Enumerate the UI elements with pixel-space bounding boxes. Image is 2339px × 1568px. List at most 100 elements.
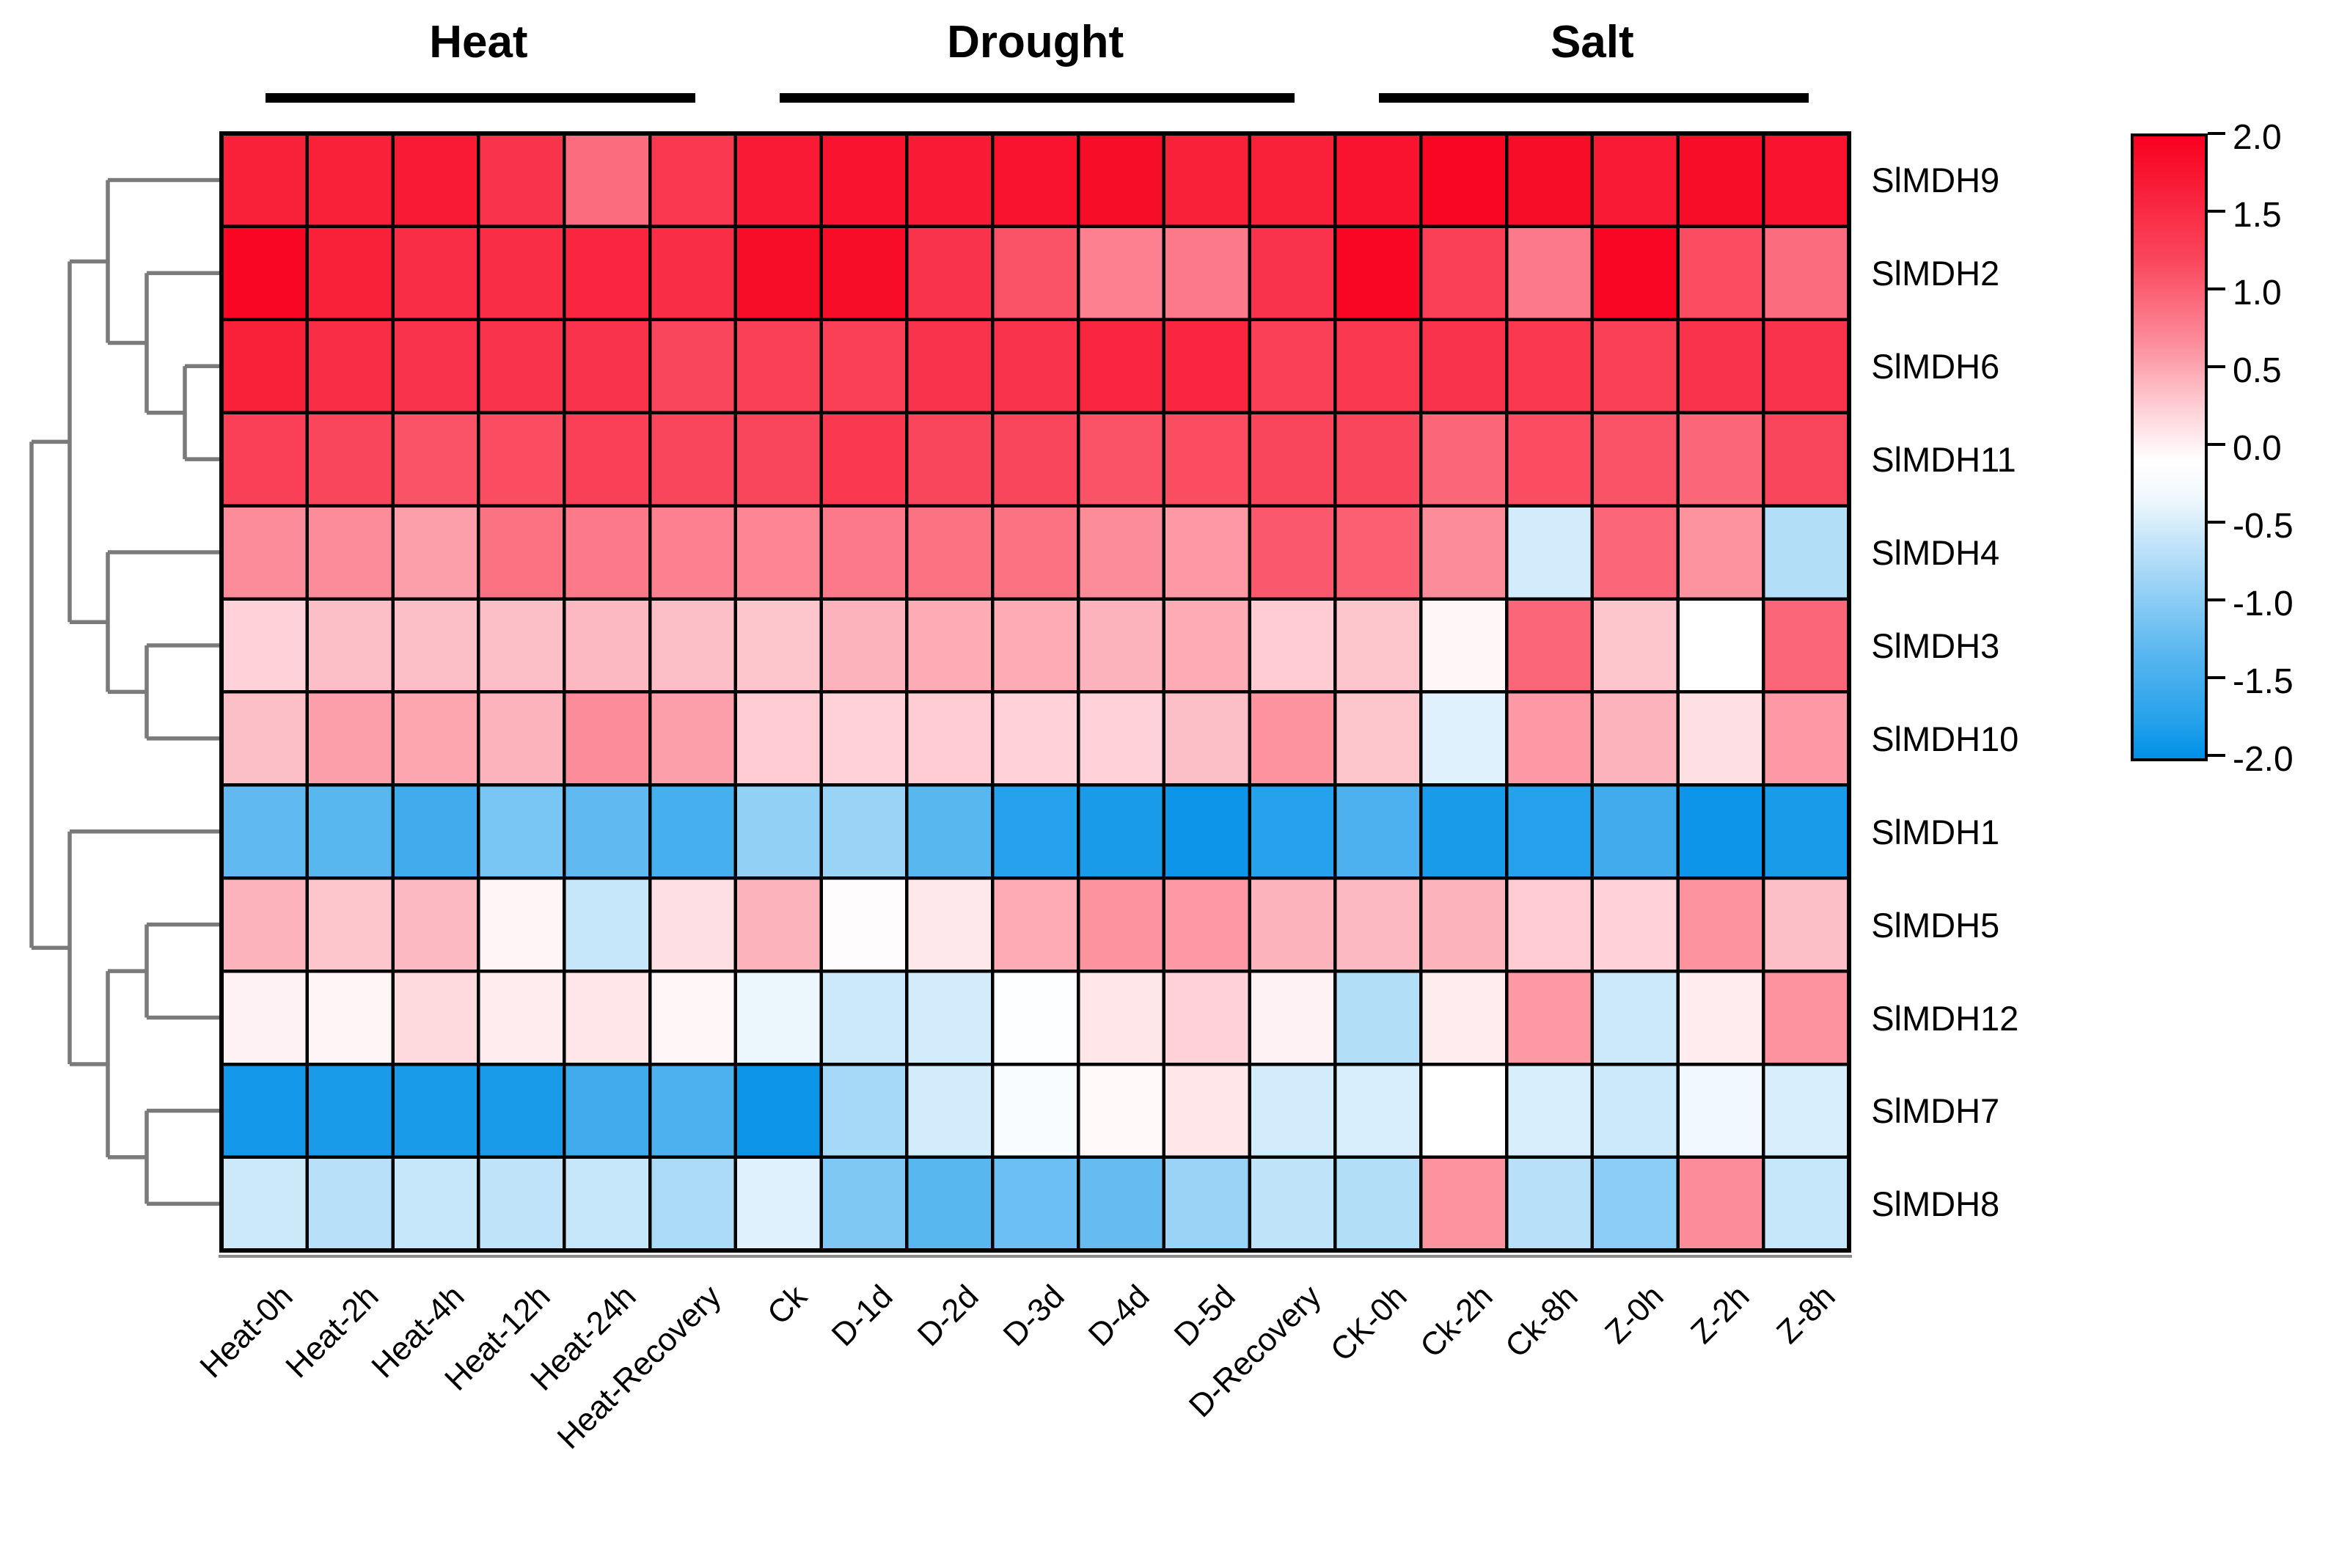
group-header-salt: Salt — [1550, 17, 1634, 67]
heatmap-cell: SlMDH11 / Ck: 1.45 — [733, 411, 823, 508]
heatmap-cell: SlMDH12 / Heat-2h: 0.08 — [305, 969, 395, 1066]
heatmap-cell: SlMDH1 / CK-0h: -1.4 — [1333, 783, 1423, 880]
group-underline — [1379, 93, 1809, 103]
heatmap-cell: SlMDH4 / D-3d: 1.1 — [990, 504, 1080, 601]
heatmap-cell: SlMDH3 / Z-8h: 1.2 — [1762, 597, 1851, 694]
heatmap-cell: SlMDH4 / Heat-Recovery: 1 — [648, 504, 738, 601]
heatmap-cell: SlMDH7 / D-1d: -0.7 — [819, 1062, 909, 1159]
heatmap-cell: SlMDH3 / D-5d: 0.65 — [1162, 597, 1251, 694]
heatmap-cell: SlMDH1 / Z-8h: -1.8 — [1762, 783, 1851, 880]
heatmap-cell: SlMDH6 / Heat-24h: 1.6 — [562, 318, 652, 414]
heatmap-cell: SlMDH10 / D-1d: 0.35 — [819, 690, 909, 787]
heatmap-cell: SlMDH11 / D-2d: 1.45 — [905, 411, 995, 508]
heatmap-cell: SlMDH8 / Heat-4h: -0.45 — [391, 1155, 480, 1253]
colorbar-tick — [2208, 521, 2225, 524]
colorbar-tick — [2208, 443, 2225, 446]
heatmap-cell: SlMDH3 / Z-2h: 0 — [1676, 597, 1765, 694]
heatmap-cell: SlMDH2 / Heat-12h: 1.65 — [477, 224, 566, 322]
heatmap-cell: SlMDH8 / Heat-24h: -0.45 — [562, 1155, 652, 1253]
heatmap-cell: SlMDH2 / Heat-4h: 1.65 — [391, 224, 480, 322]
heatmap-cell: SlMDH7 / Ck: -1.9 — [733, 1062, 823, 1159]
heatmap-cell: SlMDH12 / D-1d: -0.4 — [819, 969, 909, 1066]
heatmap-cell: SlMDH9 / D-1d: 1.85 — [819, 131, 909, 229]
heatmap-cell: SlMDH1 / D-4d: -1.8 — [1076, 783, 1166, 880]
heatmap-cell: SlMDH4 / Heat-2h: 0.9 — [305, 504, 395, 601]
heatmap-cell: SlMDH6 / Z-0h: 1.5 — [1590, 318, 1680, 414]
heatmap-cell: SlMDH12 / Ck-8h: 0.8 — [1504, 969, 1595, 1066]
heatmap-cell: SlMDH4 / Heat-0h: 0.9 — [219, 504, 310, 601]
heatmap-cell: SlMDH8 / Heat-0h: -0.4 — [219, 1155, 310, 1253]
heatmap-cell: SlMDH8 / Z-0h: -0.9 — [1590, 1155, 1680, 1253]
heatmap-cell: SlMDH7 / Heat-2h: -1.8 — [305, 1062, 395, 1159]
heatmap-cell: SlMDH6 / Heat-Recovery: 1.45 — [648, 318, 738, 414]
heatmap-cell: SlMDH1 / D-Recovery: -1.7 — [1248, 783, 1337, 880]
row-label: SlMDH9 — [1871, 161, 2000, 200]
row-label: SlMDH4 — [1871, 533, 2000, 573]
heatmap-cell: SlMDH12 / D-5d: 0.35 — [1162, 969, 1251, 1066]
heatmap-cell: SlMDH10 / Ck-8h: 0.8 — [1504, 690, 1595, 787]
heatmap-cell: SlMDH3 / Heat-0h: 0.35 — [219, 597, 310, 694]
colorbar-tick-label: -1.0 — [2233, 585, 2294, 623]
heatmap-cell: SlMDH6 / Z-8h: 1.6 — [1762, 318, 1851, 414]
heatmap-cell: SlMDH9 / D-5d: 1.75 — [1162, 131, 1251, 229]
heatmap-cell: SlMDH9 / CK-0h: 1.85 — [1333, 131, 1423, 229]
heatmap-cell: SlMDH4 / D-2d: 1.1 — [905, 504, 995, 601]
heatmap-cell: SlMDH9 / D-2d: 1.8 — [905, 131, 995, 229]
row-label: SlMDH8 — [1871, 1184, 2000, 1224]
colorbar — [2131, 133, 2208, 761]
heatmap-cell: SlMDH11 / Heat-0h: 1.5 — [219, 411, 310, 508]
colorbar-tick — [2208, 287, 2225, 290]
heatmap-cell: SlMDH1 / D-2d: -1.3 — [905, 783, 995, 880]
colorbar-tick-label: 1.0 — [2233, 274, 2282, 312]
heatmap-cell: SlMDH11 / Heat-Recovery: 1.45 — [648, 411, 738, 508]
heatmap-cell: SlMDH12 / Heat-0h: 0.1 — [219, 969, 310, 1066]
heatmap-cell: SlMDH1 / Heat-12h: -1.05 — [477, 783, 566, 880]
heatmap-cell: SlMDH1 / Z-0h: -1.5 — [1590, 783, 1680, 880]
heatmap-cell: SlMDH12 / CK-0h: -0.6 — [1333, 969, 1423, 1066]
heatmap-cell: SlMDH5 / Ck-2h: 0.6 — [1419, 876, 1509, 973]
heatmap-cell: SlMDH10 / D-Recovery: 0.85 — [1248, 690, 1337, 787]
heatmap-cell: SlMDH4 / Ck: 0.95 — [733, 504, 823, 601]
heatmap-cell: SlMDH8 / D-3d: -1.15 — [990, 1155, 1080, 1253]
heatmap-cell: SlMDH11 / Z-2h: 1.2 — [1676, 411, 1765, 508]
heatmap-cell: SlMDH3 / D-4d: 0.6 — [1076, 597, 1166, 694]
colorbar-tick — [2208, 676, 2225, 679]
heatmap-cell: SlMDH11 / Ck-2h: 1.2 — [1419, 411, 1509, 508]
heatmap-cell: SlMDH5 / D-2d: 0.18 — [905, 876, 995, 973]
heatmap-cell: SlMDH3 / Heat-4h: 0.5 — [391, 597, 480, 694]
heatmap-cell: SlMDH10 / Heat-24h: 0.9 — [562, 690, 652, 787]
heatmap-cell: SlMDH2 / Ck: 1.9 — [733, 224, 823, 322]
heatmap-cell: SlMDH11 / Heat-12h: 1.4 — [477, 411, 566, 508]
heatmap-cell: SlMDH3 / Heat-12h: 0.5 — [477, 597, 566, 694]
colorbar-tick-label: -1.5 — [2233, 662, 2294, 701]
heatmap-cell: SlMDH10 / D-2d: 0.4 — [905, 690, 995, 787]
group-underline — [779, 93, 1295, 103]
heatmap-cell: SlMDH3 / D-1d: 0.6 — [819, 597, 909, 694]
heatmap-cell: SlMDH4 / Z-2h: 0.85 — [1676, 504, 1765, 601]
heatmap-cell: SlMDH11 / Heat-4h: 1.35 — [391, 411, 480, 508]
heatmap-cell: SlMDH6 / Heat-2h: 1.65 — [305, 318, 395, 414]
heatmap-cell: SlMDH8 / Heat-12h: -0.5 — [477, 1155, 566, 1253]
heatmap-cell: SlMDH3 / Heat-2h: 0.5 — [305, 597, 395, 694]
colorbar-tick — [2208, 210, 2225, 213]
heatmap-cell: SlMDH7 / Heat-4h: -1.8 — [391, 1062, 480, 1159]
heatmap-cell: SlMDH12 / Ck: -0.15 — [733, 969, 823, 1066]
colorbar-tick-label: -0.5 — [2233, 507, 2294, 546]
heatmap-cell: SlMDH2 / D-4d: 1 — [1076, 224, 1166, 322]
heatmap-cell: SlMDH12 / Z-2h: 0.15 — [1676, 969, 1765, 1066]
heatmap-cell: SlMDH4 / Heat-4h: 0.75 — [391, 504, 480, 601]
heatmap-cell: SlMDH10 / CK-0h: 0.45 — [1333, 690, 1423, 787]
heatmap-cell: SlMDH8 / Heat-2h: -0.55 — [305, 1155, 395, 1253]
heatmap-cell: SlMDH7 / Z-8h: -0.3 — [1762, 1062, 1851, 1159]
heatmap-cell: SlMDH3 / Heat-24h: 0.55 — [562, 597, 652, 694]
row-label: SlMDH1 — [1871, 812, 2000, 851]
heatmap-cell: SlMDH1 / Ck: -0.85 — [733, 783, 823, 880]
heatmap-cell: SlMDH2 / Z-0h: 1.95 — [1590, 224, 1680, 322]
heatmap-cell: SlMDH10 / Heat-0h: 0.5 — [219, 690, 310, 787]
heatmap-cell: SlMDH8 / D-5d: -0.8 — [1162, 1155, 1251, 1253]
heatmap-cell: SlMDH10 / Z-8h: 0.8 — [1762, 690, 1851, 787]
heatmap-cell: SlMDH4 / D-5d: 0.8 — [1162, 504, 1251, 601]
group-header-drought: Drought — [947, 17, 1124, 67]
